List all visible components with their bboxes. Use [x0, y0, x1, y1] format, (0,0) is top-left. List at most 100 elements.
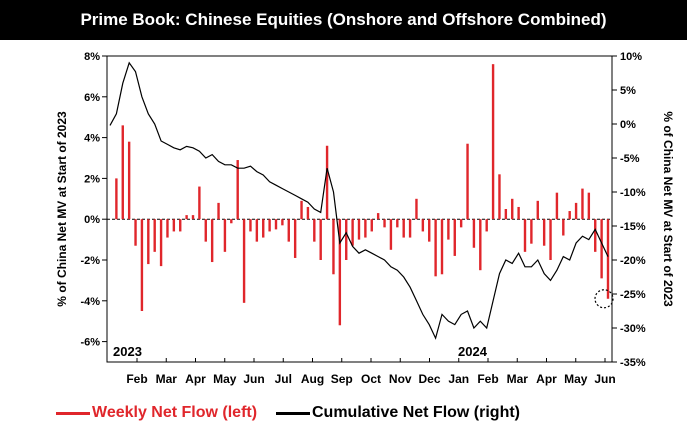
chart-area: 8% 6% 4% 2% 0% -2% -4% -6% 10% 5% 0% -5% -10% -15% -20… — [55, 51, 675, 386]
weekly-flow-bar — [351, 219, 354, 246]
weekly-flow-bar — [459, 219, 463, 228]
weekly-flow-bar — [121, 125, 124, 220]
weekly-flow-bar — [262, 219, 265, 238]
month-label: Aug — [301, 372, 324, 386]
left-tick-label: 4% — [84, 133, 100, 145]
weekly-flow-bar — [383, 219, 386, 228]
month-label: Apr — [536, 372, 557, 386]
weekly-flow-bar — [242, 219, 246, 303]
weekly-flow-bar — [287, 219, 290, 242]
right-tick-label: -10% — [620, 187, 646, 199]
weekly-flow-bar — [568, 211, 571, 220]
weekly-flow-bar — [332, 219, 335, 275]
weekly-flow-bar — [191, 215, 195, 220]
month-label: Apr — [185, 372, 206, 386]
weekly-flow-bar — [530, 219, 533, 244]
left-tick-label: -4% — [80, 296, 100, 308]
right-tick-label: 10% — [620, 51, 642, 63]
weekly-flow-bar — [479, 219, 482, 271]
weekly-flow-bar — [472, 219, 476, 248]
month-label: Feb — [126, 372, 147, 386]
weekly-flow-bar — [204, 219, 207, 242]
weekly-flow-bar — [300, 200, 303, 220]
weekly-flow-bar — [185, 215, 188, 220]
weekly-flow-bar — [255, 219, 259, 242]
weekly-flow-bar — [223, 219, 227, 252]
weekly-flow-bar — [581, 188, 584, 220]
right-tick-label: -5% — [620, 153, 640, 165]
year-label: 2023 — [113, 344, 142, 359]
weekly-flow-bar — [396, 219, 399, 228]
right-tick-label: 5% — [620, 85, 636, 97]
weekly-flow-bar — [498, 174, 501, 220]
weekly-flow-bar — [147, 219, 150, 265]
weekly-flow-bar — [153, 219, 156, 252]
weekly-flow-bar — [562, 219, 565, 236]
chart-title: Prime Book: Chinese Equities (Onshore an… — [0, 0, 687, 40]
weekly-flow-bar — [415, 198, 418, 220]
weekly-flow-bar — [357, 219, 361, 240]
weekly-flow-bar — [230, 219, 233, 224]
weekly-flow-bar — [485, 219, 488, 232]
weekly-flow-bar — [274, 219, 278, 230]
weekly-flow-bar — [402, 219, 405, 238]
weekly-flow-bar — [376, 213, 380, 220]
month-label: Mar — [156, 372, 178, 386]
left-tick-label: 6% — [84, 92, 100, 104]
right-tick-label: -15% — [620, 221, 646, 233]
weekly-flow-bar — [281, 219, 284, 226]
left-tick-label: 0% — [84, 214, 100, 226]
weekly-flow-bar — [536, 200, 539, 220]
right-tick-label: -20% — [620, 255, 646, 267]
right-tick-label: 0% — [620, 119, 636, 131]
weekly-flow-bar — [134, 219, 137, 246]
y-axis-right-title: % of China Net MV at Start of 2023 — [661, 111, 675, 307]
legend-weekly: Weekly Net Flow (left) — [56, 404, 257, 422]
weekly-flow-bar — [542, 219, 546, 246]
weekly-flow-bar — [364, 219, 367, 238]
month-label: Sep — [331, 372, 353, 386]
weekly-flow-bar — [594, 219, 597, 252]
weekly-flow-bar — [140, 219, 144, 311]
right-tick-label: -35% — [620, 357, 646, 369]
weekly-flow-bar — [115, 178, 118, 220]
month-label: Jun — [594, 372, 615, 386]
weekly-flow-bar — [293, 219, 297, 258]
legend-weekly-swatch — [56, 411, 90, 415]
weekly-flow-bar — [319, 219, 322, 260]
weekly-flow-bar — [428, 219, 431, 242]
weekly-flow-bar — [236, 160, 239, 220]
weekly-flow-bar — [574, 202, 578, 220]
month-label: Jan — [448, 372, 469, 386]
weekly-flow-bar — [421, 219, 425, 232]
weekly-flow-bar — [453, 219, 456, 256]
month-label: Nov — [389, 372, 412, 386]
weekly-flow-bar — [325, 145, 329, 220]
year-label: 2024 — [458, 344, 488, 359]
month-label: Mar — [507, 372, 529, 386]
weekly-flow-bar — [523, 219, 527, 252]
weekly-flow-bar — [466, 143, 469, 220]
month-label: Dec — [418, 372, 440, 386]
weekly-flow-bar — [345, 219, 348, 260]
weekly-flow-bar — [217, 202, 220, 220]
weekly-flow-bar — [587, 192, 591, 220]
legend-cumulative-swatch — [276, 411, 310, 415]
weekly-flow-bar — [127, 141, 131, 220]
cumulative-flow-line — [109, 61, 609, 340]
weekly-flow-bar — [517, 206, 520, 220]
legend-cumulative: Cumulative Net Flow (right) — [276, 404, 520, 422]
weekly-flow-bar — [408, 219, 412, 238]
weekly-flow-bar — [159, 219, 163, 267]
weekly-flow-bar — [504, 209, 508, 220]
weekly-flow-bar — [606, 219, 610, 299]
legend-cumulative-label: Cumulative Net Flow (right) — [312, 404, 520, 421]
weekly-flow-bar — [491, 64, 495, 220]
weekly-flow-bar — [447, 219, 450, 240]
month-label: May — [213, 372, 237, 386]
month-label: May — [564, 372, 588, 386]
weekly-flow-bar — [549, 219, 552, 260]
highlight-circle — [594, 289, 614, 309]
plot-frame — [106, 55, 613, 363]
weekly-flow-bar — [306, 206, 310, 220]
